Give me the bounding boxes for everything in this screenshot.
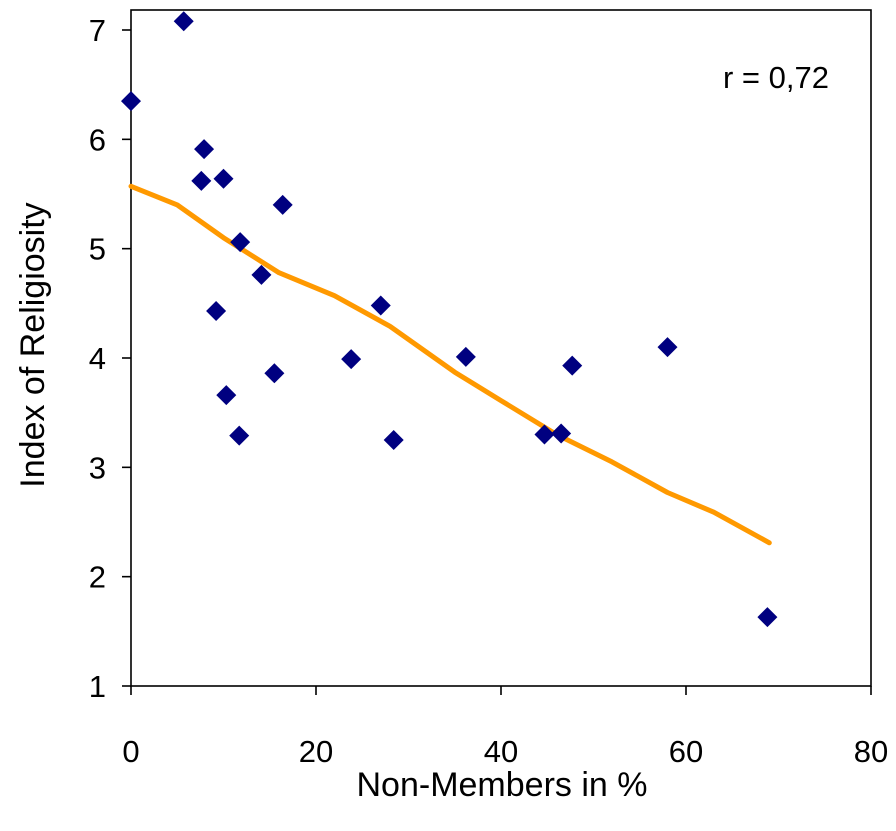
x-tick-label: 60	[669, 734, 703, 769]
x-tick-label: 0	[122, 734, 139, 769]
x-tick-label: 40	[484, 734, 518, 769]
data-point	[230, 232, 251, 253]
data-point	[383, 430, 404, 450]
plot-area	[130, 9, 872, 687]
y-tick-label: 2	[89, 560, 106, 595]
data-point	[213, 168, 234, 189]
data-point	[121, 91, 141, 112]
x-axis-title: Non-Members in %	[357, 766, 648, 804]
data-point	[194, 139, 215, 160]
data-point	[551, 423, 572, 444]
data-point	[251, 264, 272, 285]
data-point	[757, 607, 778, 628]
data-point	[657, 337, 678, 358]
data-point	[216, 385, 237, 406]
data-point	[370, 295, 391, 316]
y-tick-label: 7	[89, 13, 106, 48]
data-point	[229, 425, 250, 446]
y-tick-label: 6	[89, 122, 106, 157]
data-point	[562, 355, 583, 376]
plot-frame	[130, 9, 872, 687]
y-tick-label: 5	[89, 232, 106, 267]
y-tick-label: 3	[89, 450, 106, 485]
data-point	[191, 170, 212, 191]
data-point	[341, 349, 362, 370]
y-tick-label: 4	[89, 341, 106, 376]
data-point	[455, 346, 476, 367]
axes: 0 20 40 60 80 1 2 3 4 5 6 7	[89, 13, 888, 769]
points-layer	[121, 11, 778, 628]
data-point	[173, 11, 194, 32]
trend-layer	[128, 183, 772, 546]
data-point	[264, 363, 285, 384]
data-point	[272, 194, 293, 215]
trend-line	[128, 183, 772, 546]
correlation-annotation: r = 0,72	[723, 60, 829, 95]
data-point	[534, 424, 555, 445]
x-tick-label: 20	[299, 734, 333, 769]
x-tick-label: 80	[854, 734, 888, 769]
y-axis-title: Index of Religiosity	[14, 202, 52, 487]
data-point	[206, 300, 227, 321]
y-tick-label: 1	[89, 669, 106, 704]
